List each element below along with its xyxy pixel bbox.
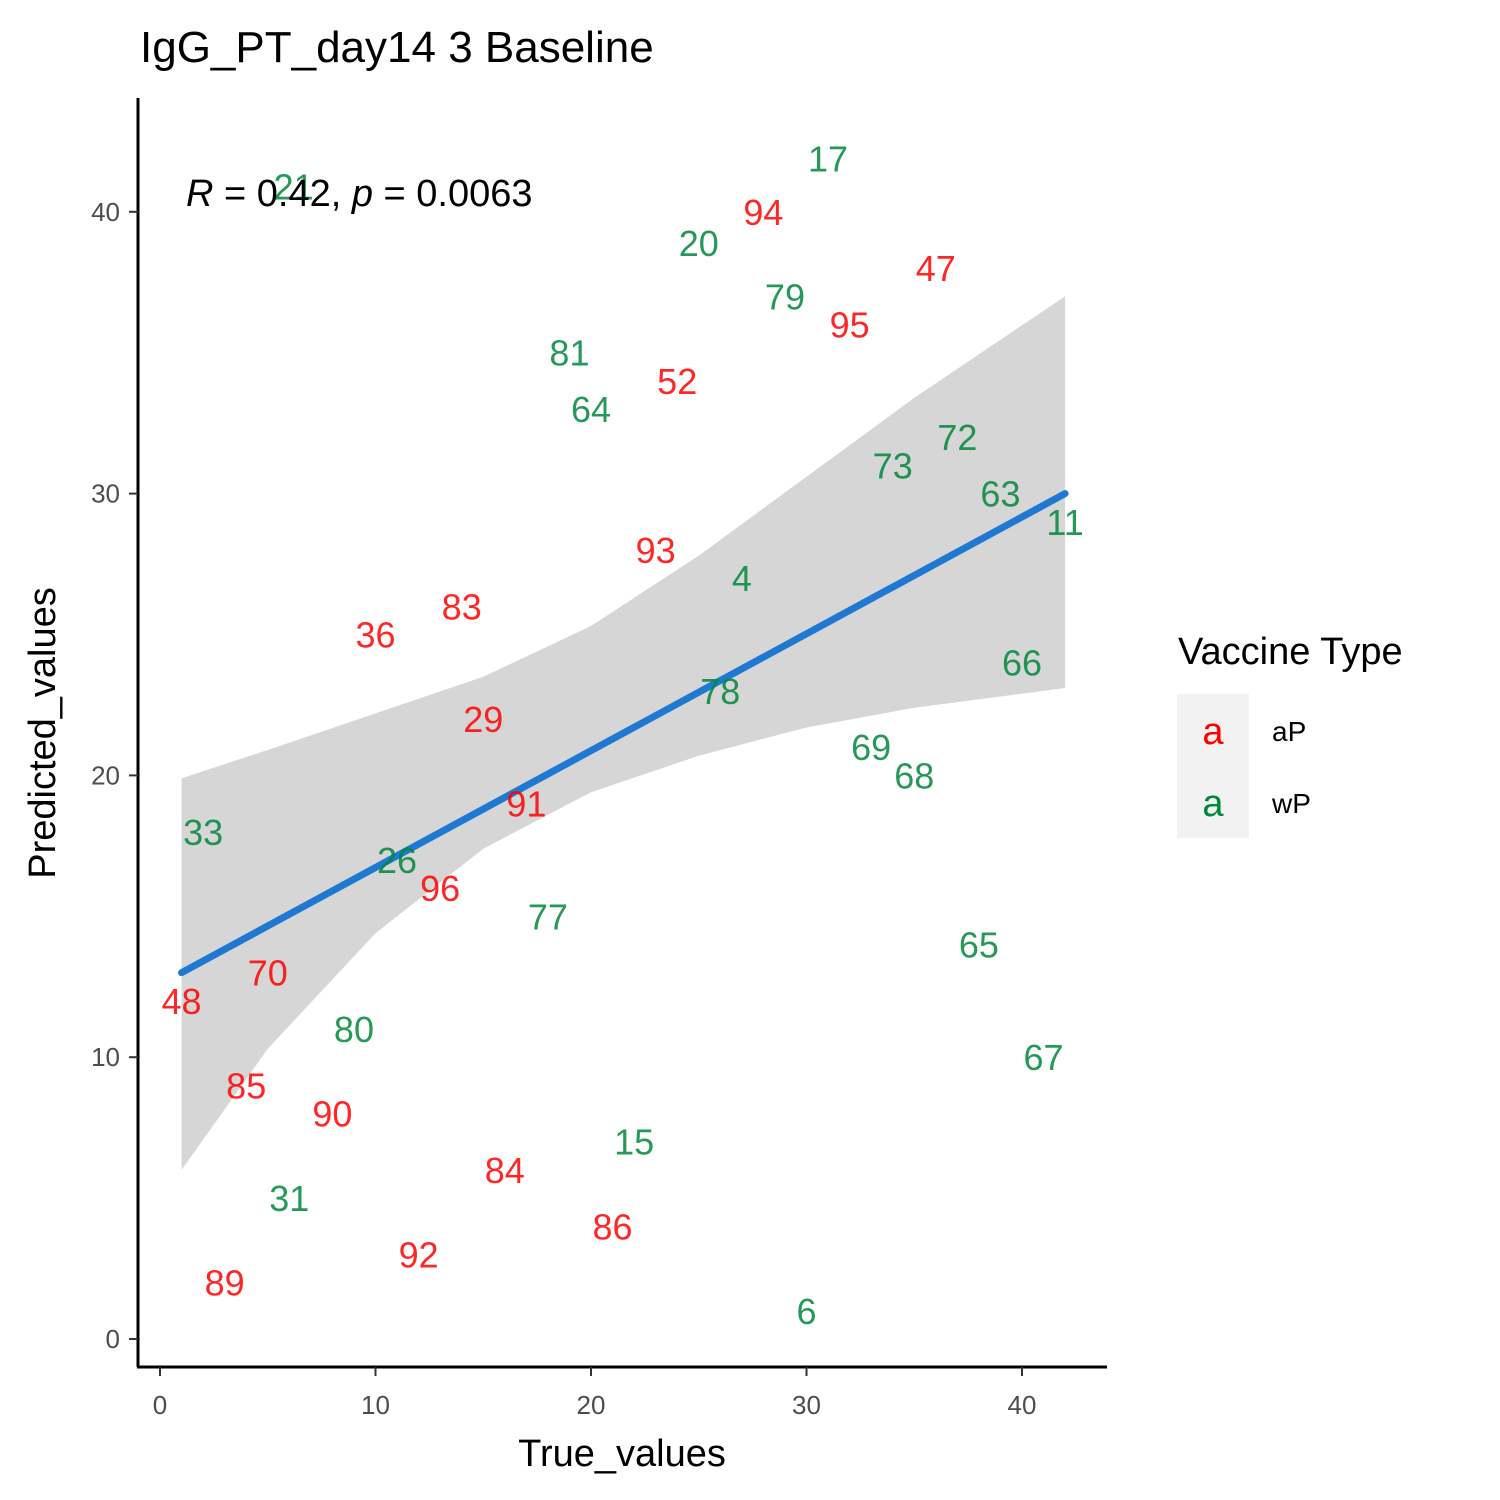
point-label-96: 96 bbox=[420, 868, 460, 909]
x-tick-label: 30 bbox=[792, 1390, 821, 1420]
point-label-6: 6 bbox=[796, 1291, 816, 1332]
point-label-66: 66 bbox=[1002, 643, 1042, 684]
point-label-15: 15 bbox=[614, 1122, 654, 1163]
point-label-65: 65 bbox=[959, 924, 999, 965]
chart-title: IgG_PT_day14 3 Baseline bbox=[140, 23, 654, 72]
point-label-63: 63 bbox=[980, 474, 1020, 515]
legend-title: Vaccine Type bbox=[1178, 631, 1403, 673]
p-symbol: p bbox=[351, 173, 373, 215]
point-label-67: 67 bbox=[1024, 1037, 1064, 1078]
point-label-64: 64 bbox=[571, 389, 611, 430]
point-label-47: 47 bbox=[916, 248, 956, 289]
legend-label-wp: wP bbox=[1271, 788, 1311, 819]
y-tick-label: 40 bbox=[91, 197, 120, 227]
legend-key-bg-wp bbox=[1177, 766, 1249, 838]
point-label-77: 77 bbox=[528, 896, 568, 937]
point-label-68: 68 bbox=[894, 755, 934, 796]
point-label-90: 90 bbox=[312, 1094, 352, 1135]
point-label-94: 94 bbox=[743, 192, 783, 233]
point-label-92: 92 bbox=[399, 1234, 439, 1275]
point-label-79: 79 bbox=[765, 276, 805, 317]
point-label-72: 72 bbox=[937, 417, 977, 458]
point-label-11: 11 bbox=[1046, 502, 1083, 543]
axes bbox=[136, 98, 1107, 1369]
point-label-21: 21 bbox=[274, 166, 314, 207]
y-tick-label: 10 bbox=[91, 1042, 120, 1072]
point-label-91: 91 bbox=[506, 784, 546, 825]
regression-line bbox=[178, 490, 1069, 977]
point-label-69: 69 bbox=[851, 727, 891, 768]
y-tick-label: 30 bbox=[91, 479, 120, 509]
point-label-31: 31 bbox=[269, 1178, 309, 1219]
point-label-36: 36 bbox=[355, 615, 395, 656]
point-label-93: 93 bbox=[636, 530, 676, 571]
x-axis-title: True_values bbox=[518, 1433, 726, 1475]
legend-label-ap: aP bbox=[1272, 716, 1306, 747]
legend: Vaccine Type a a aP wP bbox=[1177, 631, 1403, 838]
legend-key-wp: a bbox=[1202, 783, 1224, 825]
point-label-83: 83 bbox=[442, 586, 482, 627]
x-tick-label: 0 bbox=[153, 1390, 167, 1420]
y-tick-label: 0 bbox=[106, 1324, 120, 1354]
point-label-48: 48 bbox=[162, 981, 202, 1022]
regression-line-segment bbox=[178, 490, 1069, 977]
point-label-81: 81 bbox=[549, 333, 589, 374]
x-tick-label: 20 bbox=[577, 1390, 606, 1420]
x-tick-label: 10 bbox=[361, 1390, 390, 1420]
point-label-89: 89 bbox=[205, 1263, 245, 1304]
point-labels: 1721942047799581526472736311934833666782… bbox=[162, 138, 1084, 1332]
point-label-29: 29 bbox=[463, 699, 503, 740]
point-label-26: 26 bbox=[377, 840, 417, 881]
point-label-33: 33 bbox=[183, 812, 223, 853]
point-label-4: 4 bbox=[732, 558, 752, 599]
point-label-84: 84 bbox=[485, 1150, 525, 1191]
point-label-86: 86 bbox=[593, 1206, 633, 1247]
y-tick-label: 20 bbox=[91, 760, 120, 790]
x-ticks: 0 10 20 30 40 bbox=[153, 1367, 1037, 1420]
point-label-85: 85 bbox=[226, 1065, 266, 1106]
x-tick-label: 40 bbox=[1008, 1390, 1037, 1420]
point-label-73: 73 bbox=[873, 445, 913, 486]
point-label-52: 52 bbox=[657, 361, 697, 402]
point-label-20: 20 bbox=[679, 223, 719, 264]
r-value: = 0.42, bbox=[213, 173, 351, 215]
correlation-annotation: R = 0.42, p = 0.0063 bbox=[186, 173, 533, 215]
point-label-95: 95 bbox=[830, 305, 870, 346]
point-label-80: 80 bbox=[334, 1009, 374, 1050]
point-label-78: 78 bbox=[700, 671, 740, 712]
legend-key-bg-ap bbox=[1177, 694, 1249, 766]
point-label-70: 70 bbox=[248, 953, 288, 994]
legend-key-ap: a bbox=[1202, 711, 1224, 753]
r-symbol: R bbox=[186, 173, 213, 215]
point-label-17: 17 bbox=[808, 138, 848, 179]
p-value: = 0.0063 bbox=[373, 173, 533, 215]
y-axis-title: Predicted_values bbox=[22, 587, 64, 879]
y-ticks: 0 10 20 30 40 bbox=[91, 197, 138, 1354]
